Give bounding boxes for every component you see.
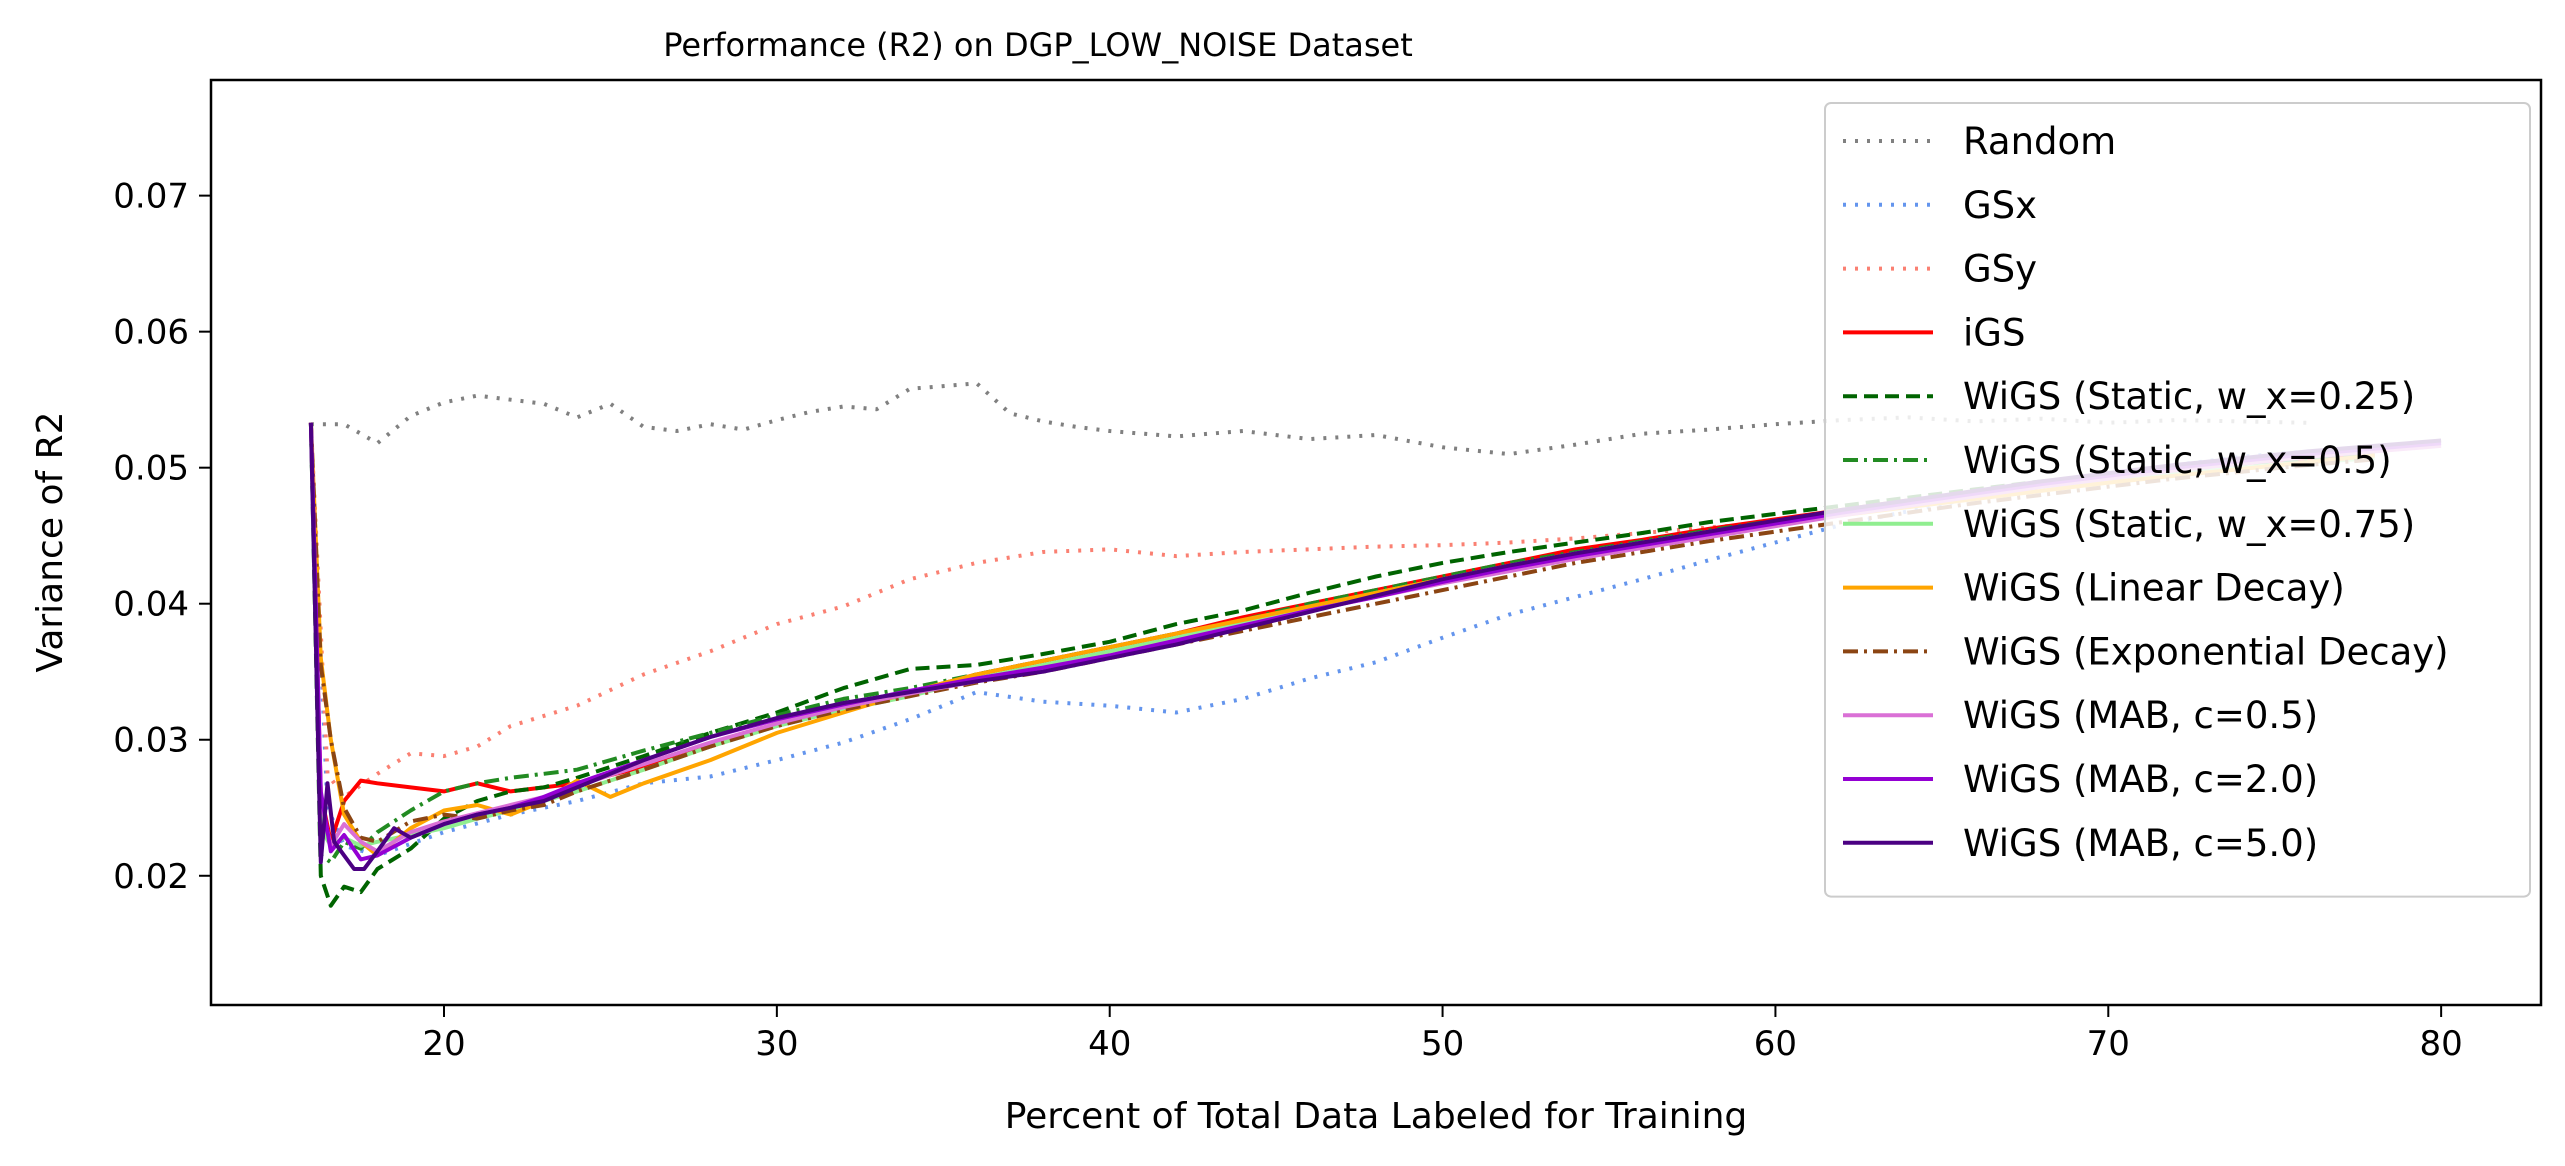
legend-label: WiGS (Static, w_x=0.5) — [1963, 439, 2392, 482]
y-tick-label: 0.03 — [113, 721, 189, 761]
y-tick-label: 0.04 — [113, 585, 189, 625]
legend-label: WiGS (MAB, c=5.0) — [1963, 822, 2318, 865]
legend-label: iGS — [1963, 311, 2025, 354]
x-axis-label: Percent of Total Data Labeled for Traini… — [1005, 1096, 1748, 1137]
x-tick-label: 80 — [2420, 1024, 2463, 1064]
legend-label: WiGS (MAB, c=0.5) — [1963, 694, 2318, 737]
legend-label: Random — [1963, 120, 2116, 163]
legend-box — [1824, 102, 2531, 898]
legend-label: GSy — [1963, 248, 2037, 291]
legend-label: WiGS (Static, w_x=0.25) — [1963, 375, 2415, 418]
y-tick-label: 0.07 — [113, 177, 189, 217]
legend: Random GSx GSy iGS WiGS (Static, w_x=0.25) Wi… — [1824, 102, 2531, 898]
series-line — [308, 422, 2375, 844]
x-axis: 20 30 40 50 60 70 80 — [422, 1005, 2463, 1064]
x-tick-label: 30 — [755, 1024, 798, 1064]
legend-label: WiGS (Static, w_x=0.75) — [1963, 503, 2415, 546]
x-tick-label: 60 — [1754, 1024, 1797, 1064]
legend-label: WiGS (MAB, c=2.0) — [1963, 758, 2318, 801]
x-tick-label: 40 — [1088, 1024, 1131, 1064]
y-tick-label: 0.02 — [113, 857, 189, 897]
y-axis: 0.02 0.03 0.04 0.05 0.06 0.07 — [113, 177, 211, 897]
x-tick-label: 50 — [1421, 1024, 1464, 1064]
chart-title: Performance (R2) on DGP_LOW_NOISE Datase… — [663, 26, 1413, 64]
y-tick-label: 0.05 — [113, 449, 189, 489]
legend-label: GSx — [1963, 184, 2037, 227]
y-axis-label: Variance of R2 — [30, 411, 71, 672]
legend-label: WiGS (Linear Decay) — [1963, 567, 2345, 610]
x-tick-label: 20 — [422, 1024, 465, 1064]
y-tick-label: 0.06 — [113, 313, 189, 353]
legend-label: WiGS (Exponential Decay) — [1963, 630, 2449, 673]
x-tick-label: 70 — [2087, 1024, 2130, 1064]
plot-frame — [209, 78, 2543, 1007]
